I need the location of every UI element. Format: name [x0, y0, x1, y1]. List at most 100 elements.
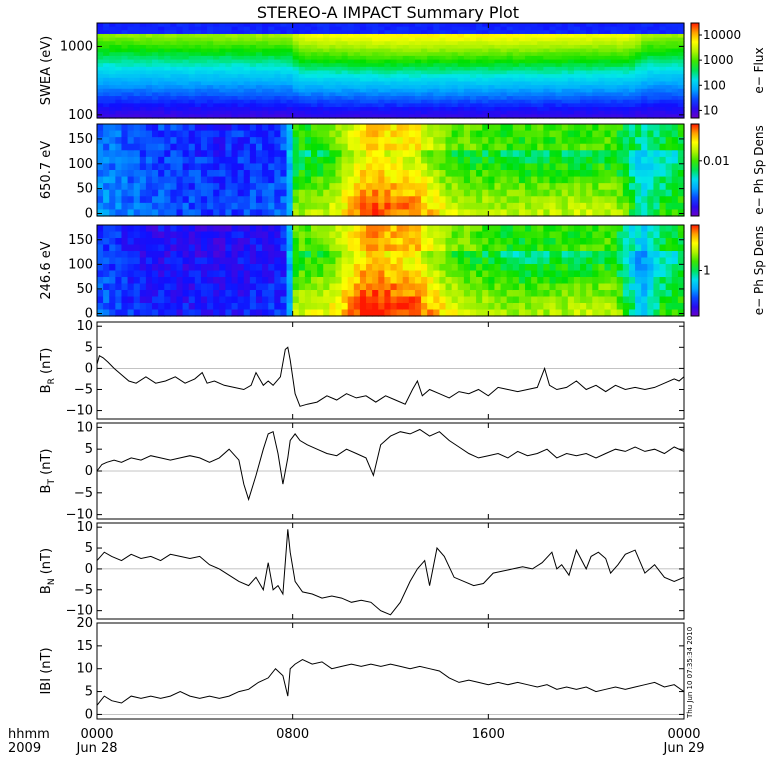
- pad246-cell: [359, 283, 367, 291]
- pad246-cell: [408, 309, 416, 317]
- pad650-cell: [366, 156, 373, 165]
- pad246-cell: [408, 290, 416, 298]
- pad246-cell: [531, 257, 538, 265]
- pad650-cell: [622, 209, 630, 217]
- pad650-cell: [188, 130, 196, 138]
- pad650-cell: [659, 196, 667, 204]
- pad650-cell: [549, 189, 557, 197]
- pad246-cell: [402, 231, 410, 239]
- pad246-cell: [518, 231, 526, 239]
- pad246-cell: [537, 257, 544, 265]
- swea-cell: [139, 66, 147, 72]
- swea-cell: [249, 55, 257, 61]
- pad246-cell: [531, 270, 538, 278]
- swea-cell: [366, 66, 373, 72]
- pad650-cell: [469, 209, 477, 217]
- pad246-cell: [549, 277, 557, 285]
- pad246-cell: [170, 303, 178, 311]
- swea-cell: [274, 103, 282, 108]
- pad650-cell: [567, 176, 575, 184]
- pad246-cell: [421, 309, 428, 317]
- pad246-cell: [525, 257, 532, 265]
- swea-cell: [335, 74, 343, 79]
- swea-cell: [158, 81, 165, 86]
- swea-cell: [457, 30, 465, 35]
- pad650-cell: [200, 163, 208, 171]
- swea-cell: [323, 107, 330, 112]
- pad246-cell: [237, 257, 245, 265]
- swea-cell: [103, 96, 110, 101]
- swea-cell: [463, 63, 471, 68]
- swea-cell: [268, 66, 275, 72]
- swea-cell: [359, 77, 367, 83]
- swea-cell: [647, 88, 655, 94]
- swea-cell: [213, 37, 220, 42]
- pad246-cell: [127, 290, 135, 298]
- pad650-cell: [494, 196, 502, 204]
- pad246-cell: [194, 290, 202, 298]
- swea-cell: [372, 55, 379, 61]
- pad246-cell: [176, 251, 184, 259]
- swea-cell: [164, 110, 171, 115]
- pad246-cell: [317, 309, 324, 317]
- swea-cell: [158, 70, 165, 75]
- swea-cell: [592, 85, 599, 90]
- pad246-cell: [408, 264, 416, 272]
- swea-cell: [439, 52, 447, 57]
- swea-cell: [298, 85, 306, 90]
- swea-cell: [635, 48, 642, 53]
- pad650-cell: [188, 163, 196, 171]
- pad246-cell: [335, 264, 343, 272]
- swea-cell: [103, 33, 110, 39]
- swea-cell: [200, 52, 208, 57]
- swea-cell: [384, 41, 392, 46]
- pad650-cell: [292, 170, 300, 178]
- swea-cell: [188, 110, 196, 115]
- pad246-cell: [274, 277, 282, 285]
- swea-cell: [298, 37, 306, 42]
- pad246-cell: [421, 231, 428, 239]
- swea-cell: [506, 70, 514, 75]
- pad650-cell: [121, 163, 129, 171]
- pad650-cell: [170, 183, 178, 191]
- pad246-cell: [200, 290, 208, 298]
- swea-cell: [488, 41, 496, 46]
- pad246-cell: [127, 231, 135, 239]
- swea-cell: [298, 99, 306, 104]
- pad650-cell: [390, 196, 398, 204]
- pad246-cell: [292, 303, 300, 311]
- pad246-cell: [463, 283, 471, 291]
- swea-cell: [659, 74, 667, 79]
- swea-cell: [280, 66, 288, 72]
- swea-cell: [488, 85, 496, 90]
- swea-cell: [427, 107, 434, 112]
- pad246-cell: [341, 264, 349, 272]
- pad246-cell: [304, 225, 312, 233]
- swea-cell: [665, 63, 673, 68]
- pad650-cell: [421, 143, 428, 151]
- pad650-cell: [488, 130, 496, 138]
- swea-cell: [500, 55, 508, 61]
- swea-cell: [665, 37, 673, 42]
- pad246-cell: [225, 257, 233, 265]
- swea-cell: [635, 37, 642, 42]
- pad246-cell: [525, 264, 532, 272]
- pad650-cell: [635, 202, 642, 211]
- pad246-cell: [525, 251, 532, 259]
- pad650-cell: [610, 143, 618, 151]
- swea-cell: [109, 52, 116, 57]
- pad246-cell: [341, 270, 349, 278]
- pad650-cell: [421, 196, 428, 204]
- swea-cell: [152, 88, 159, 94]
- pad246-cell: [384, 309, 392, 317]
- swea-cell: [170, 37, 178, 42]
- pad246-cell: [103, 303, 110, 311]
- swea-cell: [262, 41, 269, 46]
- pad650-cell: [384, 183, 392, 191]
- swea-cell: [647, 26, 655, 31]
- swea-cell: [512, 77, 520, 83]
- pad650-cell: [414, 196, 422, 204]
- pad246-cell: [372, 225, 379, 233]
- pad246-cell: [421, 244, 428, 252]
- pad246-cell: [433, 231, 441, 239]
